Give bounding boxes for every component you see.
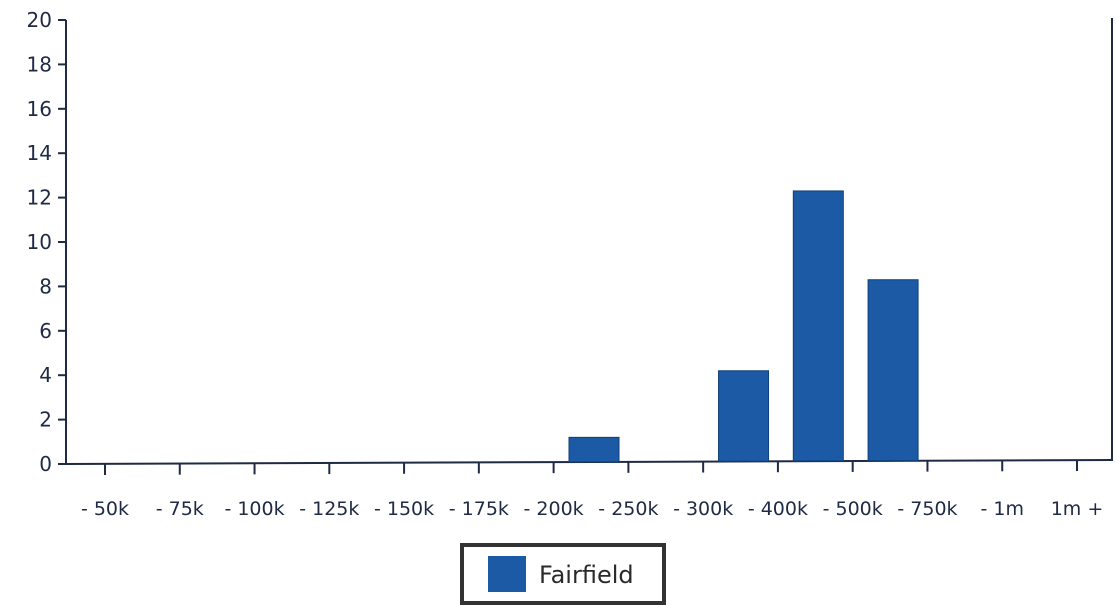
x-tick-label: - 750k xyxy=(897,498,957,520)
x-tick-label: 1m + xyxy=(1051,498,1104,520)
x-tick-label: - 175k xyxy=(449,498,509,520)
x-tick-label: - 75k xyxy=(156,498,204,520)
legend-label: Fairfield xyxy=(539,561,634,589)
x-tick-label: - 150k xyxy=(374,498,434,520)
x-tick-label: - 250k xyxy=(598,498,658,520)
y-ticks: 0 2 4 6 8 10 12 14 16 18 20 xyxy=(27,8,66,476)
x-tick-label: - 200k xyxy=(524,498,584,520)
x-ticks: - 50k - 75k - 100k - 125k - 150k - 175k - 200k… xyxy=(81,460,1103,520)
y-tick-label: 10 xyxy=(27,230,52,254)
x-tick-label: - 400k xyxy=(748,498,808,520)
x-tick-label: - 1m xyxy=(980,498,1024,520)
bar xyxy=(792,190,844,462)
y-tick-label: 0 xyxy=(39,452,52,476)
y-tick-label: 6 xyxy=(39,319,52,343)
x-tick-label: - 500k xyxy=(823,498,883,520)
bars xyxy=(568,190,919,463)
x-tick-label: - 50k xyxy=(81,498,129,520)
y-tick-label: 16 xyxy=(27,97,52,121)
x-tick-label: - 125k xyxy=(299,498,359,520)
bar xyxy=(867,279,919,462)
y-tick-label: 18 xyxy=(27,52,52,76)
y-tick-label: 20 xyxy=(27,8,52,32)
x-tick-label: - 100k xyxy=(224,498,284,520)
plot-area: 0 2 4 6 8 10 12 14 16 18 20 - 50k - 75k - 100k - 125k… xyxy=(27,8,1114,520)
y-tick-label: 8 xyxy=(39,274,52,298)
y-tick-label: 2 xyxy=(39,408,52,432)
y-tick-label: 14 xyxy=(27,141,52,165)
legend: Fairfield xyxy=(460,543,666,605)
legend-swatch xyxy=(488,556,526,592)
y-tick-label: 4 xyxy=(39,363,52,387)
x-tick-label: - 300k xyxy=(673,498,733,520)
bar xyxy=(568,436,620,463)
y-tick-label: 12 xyxy=(27,186,52,210)
bar xyxy=(718,370,770,462)
